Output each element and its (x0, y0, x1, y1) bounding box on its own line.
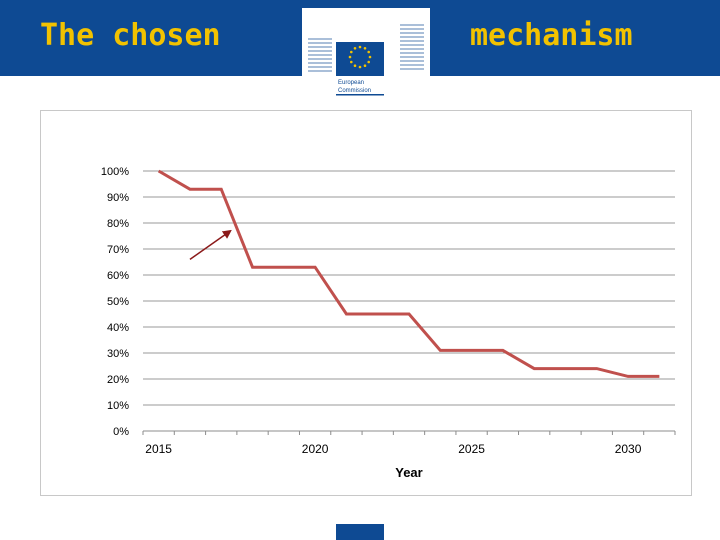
page-title-left: The chosen (40, 18, 221, 53)
y-tick-label: 80% (107, 218, 129, 230)
y-tick-label: 10% (107, 400, 129, 412)
footer-bar (336, 524, 384, 540)
chart-frame: 0% 10% 20% 30% 40% 50% 60% 70% 80% 90% 100% 2015 20… (40, 110, 692, 496)
logo-underline (336, 94, 384, 96)
gridlines (143, 170, 675, 432)
x-tick-label: 2025 (458, 442, 485, 456)
building-left-stripes (308, 38, 332, 72)
y-axis-ticks: 0% 10% 20% 30% 40% 50% 60% 70% 80% 90% 100% (101, 166, 129, 438)
logo-text-commission: Commission (338, 88, 371, 94)
y-tick-label: 20% (107, 374, 129, 386)
logo-text-european: European (338, 80, 364, 86)
european-commission-logo: European Commission (302, 8, 430, 104)
y-tick-label: 50% (107, 296, 129, 308)
y-tick-label: 90% (107, 192, 129, 204)
building-right-stripes (400, 24, 424, 70)
logo-graphic: European Commission (308, 24, 424, 96)
y-tick-label: 30% (107, 348, 129, 360)
annotations (189, 229, 232, 261)
x-tick-label: 2020 (302, 442, 329, 456)
y-tick-label: 0% (113, 426, 129, 438)
y-tick-label: 100% (101, 166, 129, 178)
y-tick-label: 70% (107, 244, 129, 256)
x-tick-label: 2015 (145, 442, 172, 456)
x-tick-label: 2030 (615, 442, 642, 456)
y-tick-label: 60% (107, 270, 129, 282)
series-layer (157, 169, 660, 378)
y-tick-label: 40% (107, 322, 129, 334)
page-title-right: mechanism (470, 18, 633, 53)
eu-stars (348, 45, 372, 69)
x-axis-ticks: 2015 2020 2025 2030 (142, 431, 676, 456)
series-line (157, 169, 660, 378)
line-chart: 0%10%20%30%40%50%60%70%80%90%100% 2015 20… (101, 166, 676, 480)
x-axis-label: Year (395, 465, 422, 480)
annotation-arrow (189, 229, 232, 261)
